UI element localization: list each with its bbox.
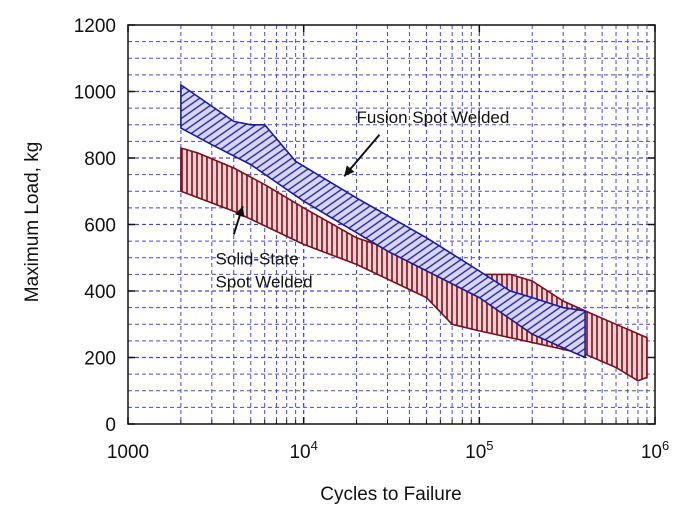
x-tick-label: 104: [289, 438, 317, 463]
y-tick-label: 1200: [74, 16, 116, 37]
ticks: 0 200 400 600 800 1000 1200 1000 104 105 106: [74, 16, 669, 463]
bands: [180, 84, 648, 382]
annotations: Fusion Spot Welded Solid-State Spot Welded: [216, 108, 510, 291]
x-tick-label: 106: [641, 438, 669, 463]
y-tick-label: 1000: [74, 83, 116, 104]
y-tick-label: 800: [84, 149, 116, 170]
fusion-spot-welded-band: [180, 84, 586, 359]
solid-state-spot-welded-arrowhead: [234, 206, 245, 218]
y-tick-label: 0: [105, 415, 116, 436]
x-tick-label: 105: [465, 438, 493, 463]
x-tick-label: 1000: [107, 442, 149, 463]
y-tick-label: 400: [84, 282, 116, 303]
x-axis-title: Cycles to Failure: [320, 484, 462, 505]
y-axis-title: Maximum Load, kg: [22, 142, 43, 303]
y-tick-label: 600: [84, 216, 116, 237]
solid-state-spot-welded-label: Solid-State Spot Welded: [216, 249, 313, 291]
fusion-spot-welded-arrowhead: [344, 165, 355, 177]
y-tick-label: 200: [84, 349, 116, 370]
fusion-spot-welded-label: Fusion Spot Welded: [357, 108, 510, 127]
